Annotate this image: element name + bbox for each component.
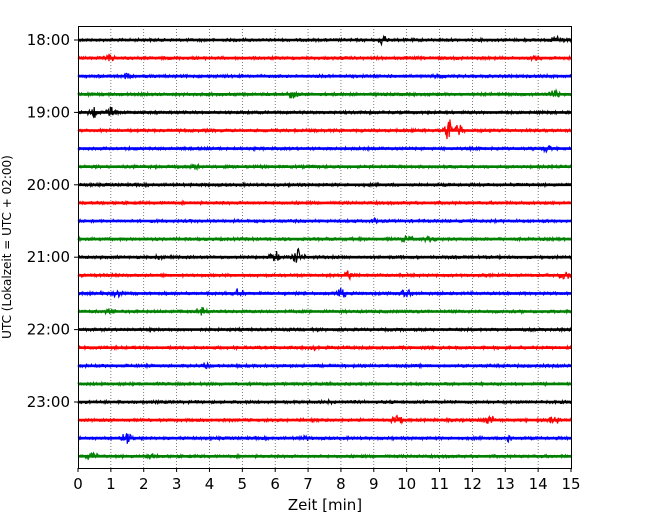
x-tick-label: 13 xyxy=(496,475,515,493)
x-tick-label: 1 xyxy=(106,475,116,493)
y-axis-label: UTC (Lokalzeit = UTC + 02:00) xyxy=(0,155,14,339)
trace-2245 xyxy=(77,380,572,388)
y-axis: 18:00 19:00 20:00 21:00 22:00 23:00 xyxy=(27,31,78,411)
x-tick-label: 2 xyxy=(139,475,149,493)
x-tick-label: 15 xyxy=(561,475,580,493)
trace-line xyxy=(77,247,572,263)
trace-2100 xyxy=(77,247,572,263)
trace-layer xyxy=(77,34,572,461)
x-tick-label: 7 xyxy=(303,475,313,493)
x-tick-label: 10 xyxy=(397,475,416,493)
trace-2200 xyxy=(77,325,572,334)
x-tick-label: 12 xyxy=(463,475,482,493)
plot-frame xyxy=(78,26,572,469)
trace-2000 xyxy=(77,181,572,189)
trace-2215 xyxy=(77,344,572,352)
y-tick-label: 21:00 xyxy=(27,248,70,266)
x-tick-label: 3 xyxy=(172,475,182,493)
trace-1915 xyxy=(77,119,572,140)
trace-2115 xyxy=(77,270,572,281)
x-tick-label: 14 xyxy=(529,475,548,493)
x-tick-label: 0 xyxy=(73,475,83,493)
trace-1845 xyxy=(77,88,572,99)
x-tick-label: 11 xyxy=(430,475,449,493)
trace-2015 xyxy=(77,199,572,207)
x-tick-label: 4 xyxy=(205,475,215,493)
y-tick-label: 23:00 xyxy=(27,393,70,411)
y-tick-label: 19:00 xyxy=(27,103,70,121)
y-tick-label: 20:00 xyxy=(27,176,70,194)
trace-1945 xyxy=(77,162,572,172)
y-tick-label: 22:00 xyxy=(27,321,70,339)
trace-2345 xyxy=(77,451,572,461)
trace-2230 xyxy=(77,361,572,370)
trace-2330 xyxy=(77,433,572,444)
trace-1930 xyxy=(77,144,572,154)
trace-2130 xyxy=(77,287,572,299)
trace-1815 xyxy=(77,53,572,62)
x-axis-label: Zeit [min] xyxy=(288,496,362,514)
x-tick-label: 5 xyxy=(238,475,248,493)
trace-2045 xyxy=(77,234,572,244)
trace-2315 xyxy=(77,414,572,425)
trace-1800 xyxy=(77,34,572,47)
x-tick-label: 9 xyxy=(369,475,379,493)
y-tick-label: 18:00 xyxy=(27,31,70,49)
trace-1900 xyxy=(77,106,572,119)
trace-2300 xyxy=(77,397,572,406)
x-tick-label: 6 xyxy=(270,475,280,493)
x-axis: 0 1 2 3 4 5 6 7 8 9 10 11 12 13 14 15 xyxy=(73,468,581,493)
trace-1830 xyxy=(77,72,572,80)
trace-2145 xyxy=(77,307,572,316)
x-tick-label: 8 xyxy=(336,475,346,493)
trace-2030 xyxy=(77,217,572,225)
